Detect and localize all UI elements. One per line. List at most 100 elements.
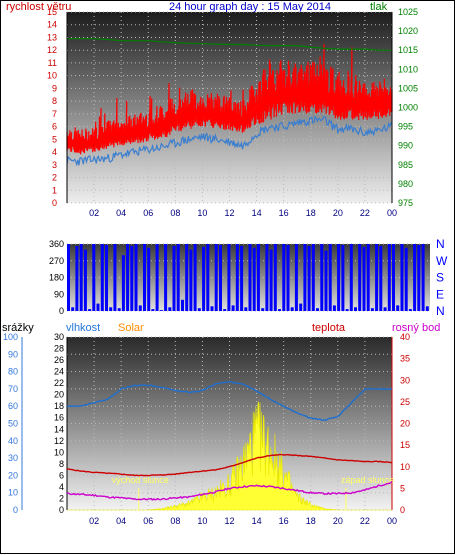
time-tick-label: 22 xyxy=(360,208,370,218)
temperature-axis-label: teplota xyxy=(312,322,346,334)
rain-tick-label: 0 xyxy=(13,505,18,515)
direction-bar xyxy=(345,309,349,311)
direction-bar xyxy=(219,244,222,311)
humidity-tick-label: 28 xyxy=(54,344,64,354)
pressure-tick-label: 980 xyxy=(398,179,413,189)
wind-speed-tick-label: 13 xyxy=(47,32,57,42)
dewpoint-axis-label: rosný bod xyxy=(392,322,440,334)
humidity-tick-label: 10 xyxy=(54,447,64,457)
rain-tick-label: 10 xyxy=(8,488,18,498)
direction-bar xyxy=(244,307,248,311)
pressure-tick-label: 1010 xyxy=(398,64,418,74)
direction-bar xyxy=(210,306,214,311)
sunset-annotation: západ slunce xyxy=(341,475,394,485)
time-tick-label: 02 xyxy=(89,516,99,526)
direction-bar xyxy=(383,307,387,311)
direction-bar xyxy=(113,244,117,311)
direction-bar xyxy=(320,244,324,311)
humidity-tick-label: 0 xyxy=(59,505,64,515)
rain-tick-label: 80 xyxy=(8,367,18,377)
direction-bar xyxy=(269,249,273,311)
rain-tick-label: 40 xyxy=(8,436,18,446)
time-tick-label: 00 xyxy=(387,516,397,526)
direction-bar xyxy=(130,245,134,311)
pressure-axis-label: tlak xyxy=(370,1,388,13)
temperature-tick-label: 30 xyxy=(400,375,410,385)
temperature-tick-label: 10 xyxy=(400,462,410,472)
direction-bar xyxy=(181,299,184,311)
wind-speed-tick-label: 2 xyxy=(52,173,57,183)
humidity-tick-label: 18 xyxy=(54,401,64,411)
direction-bar xyxy=(214,244,218,311)
direction-tick-label: 0 xyxy=(59,306,64,316)
direction-bar xyxy=(290,307,294,311)
rain-tick-label: 70 xyxy=(8,384,18,394)
time-tick-label: 16 xyxy=(279,516,289,526)
direction-bar xyxy=(83,249,87,311)
direction-bar xyxy=(172,245,176,311)
rain-tick-label: 50 xyxy=(8,419,18,429)
direction-bar xyxy=(265,244,269,311)
direction-bar xyxy=(231,305,235,311)
direction-bar xyxy=(105,244,108,311)
direction-bar xyxy=(354,307,357,311)
pressure-tick-label: 985 xyxy=(398,160,413,170)
direction-bar xyxy=(71,307,75,311)
temperature-series xyxy=(66,453,393,477)
direction-bar xyxy=(235,244,239,311)
wind-speed-tick-label: 4 xyxy=(52,147,57,157)
temperature-tick-label: 15 xyxy=(400,440,410,450)
direction-bar xyxy=(155,244,159,311)
time-tick-label: 18 xyxy=(306,208,316,218)
sunrise-annotation: východ slunce xyxy=(112,475,169,485)
wind-speed-tick-label: 6 xyxy=(52,122,57,132)
direction-bar xyxy=(185,244,189,311)
wind-speed-tick-label: 12 xyxy=(47,45,57,55)
direction-bar xyxy=(408,309,412,311)
time-tick-label: 12 xyxy=(224,516,234,526)
direction-bar xyxy=(189,249,193,311)
time-tick-label: 14 xyxy=(252,516,262,526)
direction-bar xyxy=(273,244,277,311)
wind-speed-tick-label: 15 xyxy=(47,7,57,17)
humidity-series xyxy=(66,380,393,421)
direction-bar xyxy=(349,244,353,311)
direction-bar xyxy=(193,244,197,311)
time-tick-label: 20 xyxy=(333,208,343,218)
wind-speed-tick-label: 1 xyxy=(52,185,57,195)
humidity-axis-label: vlhkost xyxy=(66,322,100,334)
direction-bar xyxy=(341,244,345,311)
humidity-tick-label: 20 xyxy=(54,390,64,400)
direction-bar xyxy=(168,307,172,311)
wind-speed-axis-label: rychlost větru xyxy=(6,1,71,13)
direction-tick-label: 90 xyxy=(54,289,64,299)
direction-bar xyxy=(138,305,142,311)
direction-bar xyxy=(143,244,146,311)
time-tick-label: 08 xyxy=(170,516,180,526)
direction-bar xyxy=(324,250,328,311)
temperature-tick-label: 0 xyxy=(400,505,405,515)
direction-bar xyxy=(404,247,408,311)
humidity-tick-label: 14 xyxy=(54,424,64,434)
temperature-tick-label: 40 xyxy=(400,332,410,342)
direction-bar xyxy=(256,244,260,311)
rain-tick-label: 60 xyxy=(8,401,18,411)
humidity-tick-label: 24 xyxy=(54,367,64,377)
time-tick-label: 22 xyxy=(360,516,370,526)
direction-bar xyxy=(227,244,231,311)
pressure-tick-label: 1005 xyxy=(398,83,418,93)
direction-bar xyxy=(358,244,362,311)
rain-tick-label: 100 xyxy=(3,332,18,342)
direction-bar xyxy=(278,309,281,311)
direction-bar xyxy=(88,309,92,311)
direction-bar xyxy=(147,247,151,311)
direction-bar xyxy=(117,308,121,311)
compass-label: W xyxy=(436,254,448,268)
direction-bar xyxy=(67,244,70,311)
wind-speed-tick-label: 9 xyxy=(52,83,57,93)
direction-tick-label: 180 xyxy=(49,273,64,283)
direction-bar xyxy=(303,244,307,311)
direction-bar xyxy=(164,244,168,311)
time-tick-label: 18 xyxy=(306,516,316,526)
pressure-tick-label: 1000 xyxy=(398,103,418,113)
